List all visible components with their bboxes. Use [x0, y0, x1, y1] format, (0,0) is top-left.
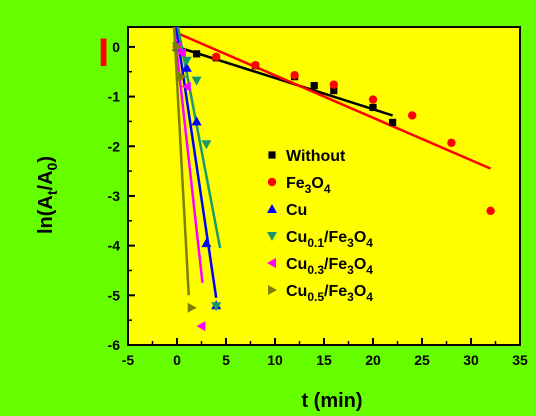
legend-label-1: Fe3O4: [286, 175, 331, 196]
data-point-series-3: [191, 76, 202, 86]
y-axis-title: ln(At/A0): [35, 156, 60, 234]
y-tick-label: -5: [108, 287, 121, 303]
x-tick-label: 30: [463, 352, 479, 368]
y-axis: 0 -1 -2 -3 -4 -5 -6: [108, 39, 135, 353]
legend-label-4: Cu0.3/Fe3O4: [286, 256, 373, 277]
data-point-series-1: [290, 70, 299, 80]
fit-line-series-2: [174, 26, 218, 298]
data-markers: [172, 41, 495, 332]
x-axis: -5 0 5 10 15 20 25 30 35: [122, 338, 528, 368]
legend: Without Fe3O4 Cu Cu0.1/Fe3O4 Cu0.3/Fe3O4 Cu0.…: [267, 148, 373, 304]
plot-area: [127, 26, 521, 346]
y-tick-label: 0: [112, 39, 120, 55]
data-point-series-0: [310, 82, 318, 90]
legend-label-3: Cu0.1/Fe3O4: [286, 229, 373, 250]
data-point-series-4: [196, 321, 206, 332]
fit-line-series-1: [176, 31, 492, 170]
data-point-series-1: [447, 138, 456, 147]
x-tick-label: 20: [365, 352, 381, 368]
legend-marker-2: [267, 204, 277, 213]
data-point-series-5: [177, 71, 187, 82]
legend-label-0: Without: [286, 148, 346, 165]
x-tick-label: 10: [267, 352, 283, 368]
fit-lines: [172, 26, 492, 298]
data-point-series-2: [201, 238, 212, 248]
data-point-series-1: [408, 111, 417, 120]
data-point-series-1: [329, 80, 338, 89]
data-point-series-5: [173, 41, 182, 52]
fit-line-series-3: [176, 26, 222, 249]
y-tick-label: -4: [108, 238, 121, 254]
legend-marker-3: [267, 232, 277, 241]
data-point-series-0: [369, 103, 377, 112]
data-point-series-3: [201, 140, 212, 150]
x-tick-label: 0: [173, 352, 181, 368]
legend-marker-4: [267, 258, 276, 268]
panel-label: I: [98, 31, 109, 75]
data-point-series-1: [486, 206, 495, 216]
y-tick-label: -2: [108, 138, 121, 154]
data-point-series-3: [181, 56, 192, 66]
data-point-series-0: [389, 118, 397, 126]
y-tick-label: -1: [108, 89, 121, 105]
legend-marker-5: [268, 285, 277, 295]
data-point-series-0: [330, 87, 338, 95]
legend-marker-1: [267, 177, 277, 187]
data-point-series-2: [191, 116, 202, 126]
data-point-series-3: [211, 302, 222, 312]
x-tick-label: -5: [122, 352, 135, 368]
data-point-series-1: [212, 52, 221, 62]
legend-label-5: Cu0.5/Fe3O4: [286, 283, 373, 304]
data-point-series-4: [176, 47, 186, 58]
legend-label-2: Cu: [286, 202, 307, 219]
data-point-series-4: [181, 81, 191, 92]
data-point-series-2: [181, 62, 192, 72]
fit-line-series-5: [172, 26, 191, 296]
x-tick-label: 35: [512, 352, 528, 368]
data-point-series-0: [193, 50, 201, 58]
x-tick-label: 25: [414, 352, 430, 368]
y-tick-label: -3: [108, 188, 121, 204]
data-point-series-1: [251, 61, 260, 70]
legend-marker-0: [268, 151, 276, 159]
x-axis-title: t (min): [301, 390, 362, 412]
x-tick-label: 5: [222, 352, 230, 368]
x-tick-label: 15: [316, 352, 332, 368]
data-point-series-5: [187, 302, 197, 313]
y-tick-label: -6: [108, 337, 121, 353]
fit-line-series-4: [172, 26, 204, 284]
data-point-series-1: [368, 95, 378, 104]
